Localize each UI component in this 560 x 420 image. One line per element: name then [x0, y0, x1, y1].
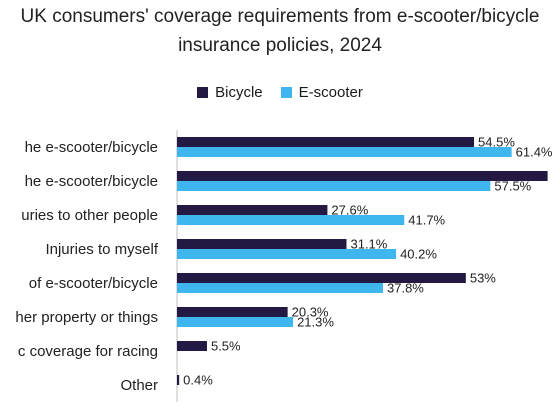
data-label: 27.6%	[331, 203, 368, 218]
category-label: her property or things	[15, 309, 158, 326]
data-label: 0.4%	[183, 373, 213, 388]
bar-bicycle	[177, 137, 475, 147]
category-label: Injuries to myself	[45, 241, 158, 258]
bar-bicycle	[177, 341, 207, 351]
legend-item-escooter: E-scooter	[280, 84, 363, 101]
bar-escooter	[177, 317, 294, 327]
data-label: 21.3%	[297, 315, 334, 330]
category-label: c coverage for racing	[18, 343, 158, 360]
bar-bicycle	[177, 205, 328, 215]
legend-swatch-bicycle	[197, 87, 209, 98]
chart-title-line-2: insurance policies, 2024	[178, 35, 382, 56]
data-label: 61.4%	[516, 145, 553, 160]
bar-bicycle	[177, 273, 466, 283]
legend-label-escooter: E-scooter	[298, 84, 363, 101]
legend-swatch-escooter	[280, 87, 292, 98]
bar-bicycle	[177, 307, 288, 317]
chart-legend: Bicycle E-scooter	[0, 84, 560, 101]
chart-title-line-1: UK consumers' coverage requirements from…	[20, 6, 540, 27]
chart-title: UK consumers' coverage requirements from…	[0, 2, 560, 60]
bar-bicycle	[177, 171, 548, 181]
bar-escooter	[177, 147, 512, 157]
data-label: 31.1%	[350, 237, 387, 252]
data-label: 40.2%	[400, 247, 437, 262]
bar-escooter	[177, 283, 384, 293]
data-label: 37.8%	[387, 281, 424, 296]
data-label: 41.7%	[408, 213, 445, 228]
category-label: Other	[120, 377, 158, 394]
category-label: uries to other people	[21, 207, 158, 224]
bar-escooter	[177, 181, 491, 191]
data-label: 53%	[470, 271, 496, 286]
category-label: he e-scooter/bicycle	[25, 139, 158, 156]
data-label: 57.5%	[494, 179, 531, 194]
data-label: 5.5%	[211, 339, 241, 354]
legend-item-bicycle: Bicycle	[197, 84, 263, 101]
data-label: 54.5%	[478, 135, 515, 150]
legend-label-bicycle: Bicycle	[215, 84, 263, 101]
category-label: he e-scooter/bicycle	[25, 173, 158, 190]
bar-escooter	[177, 249, 397, 259]
data-label: 20.3%	[292, 305, 329, 320]
category-label: of e-scooter/bicycle	[29, 275, 158, 292]
bar-bicycle	[177, 239, 347, 249]
bar-escooter	[177, 215, 405, 225]
bar-bicycle	[177, 375, 180, 385]
